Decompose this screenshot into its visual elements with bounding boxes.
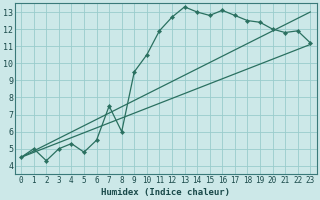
X-axis label: Humidex (Indice chaleur): Humidex (Indice chaleur) <box>101 188 230 197</box>
